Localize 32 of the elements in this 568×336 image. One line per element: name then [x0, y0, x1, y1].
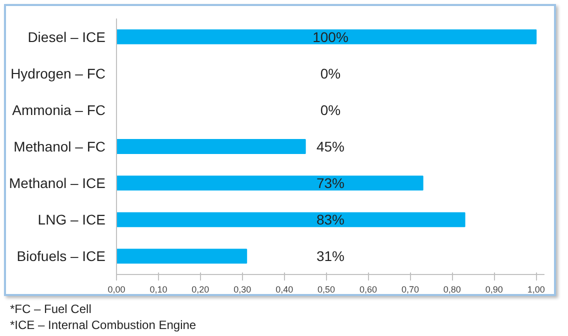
- y-tick-label: Methanol – FC: [14, 138, 106, 154]
- data-label: 83%: [316, 212, 345, 228]
- y-tick-label: Diesel – ICE: [28, 28, 106, 45]
- x-tick-label: 0,30: [234, 284, 252, 294]
- x-tick-label: 0,00: [108, 284, 126, 294]
- x-tick-label: 0,60: [360, 284, 378, 294]
- data-label: 73%: [316, 175, 345, 192]
- data-label: 100%: [312, 28, 348, 45]
- x-tick-label: 0,90: [485, 284, 503, 294]
- y-tick-label: LNG – ICE: [38, 212, 106, 228]
- bar: [116, 176, 424, 191]
- data-label: 31%: [316, 248, 345, 264]
- x-tick-label: 0,10: [150, 284, 168, 294]
- text: *FC – Fuel Cell: [10, 302, 92, 316]
- x-tick-label: 0,80: [443, 284, 461, 294]
- y-tick-label: Ammonia – FC: [12, 102, 106, 118]
- x-tick-label: 0,70: [401, 284, 419, 294]
- x-tick-label: 0,50: [318, 284, 336, 294]
- x-tick-label: 1,00: [527, 284, 545, 294]
- y-tick-label: Biofuels – ICE: [16, 248, 106, 264]
- data-label: 0%: [320, 102, 341, 118]
- y-tick-label: Hydrogen – FC: [10, 65, 106, 82]
- bar: [116, 212, 466, 228]
- bar: [116, 139, 306, 154]
- y-tick-label: Methanol – ICE: [9, 175, 106, 192]
- text: *ICE – Internal Combustion Engine: [10, 318, 196, 332]
- bar: [116, 29, 537, 44]
- x-tick-label: 0,40: [276, 284, 294, 294]
- data-label: 0%: [320, 65, 341, 82]
- bar: [116, 248, 248, 264]
- data-label: 45%: [316, 138, 345, 154]
- x-tick-label: 0,20: [192, 284, 210, 294]
